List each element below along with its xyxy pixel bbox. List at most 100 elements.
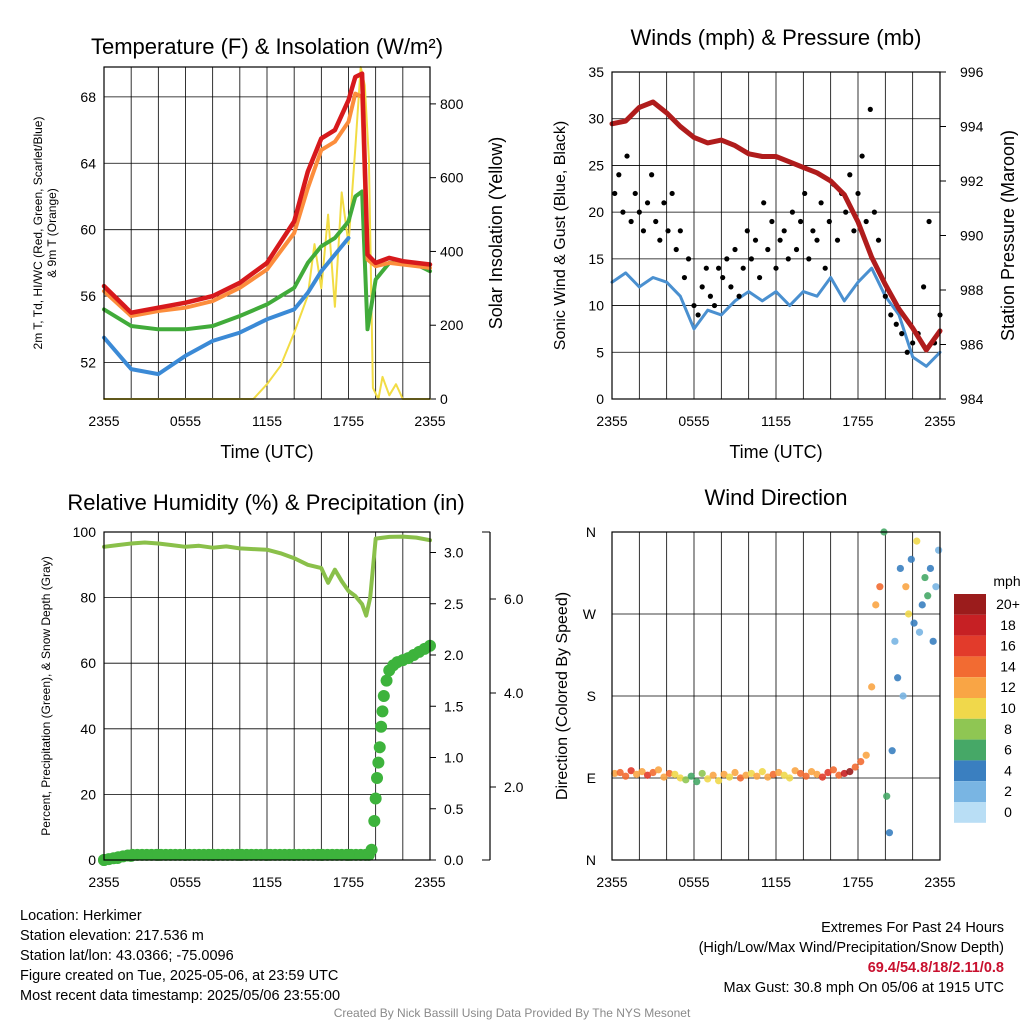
colorbar-label: 0 xyxy=(1004,804,1012,820)
direction-point xyxy=(638,768,646,776)
y2-axis-title: Solar Insolation (Yellow) xyxy=(486,137,506,329)
gust-point xyxy=(732,246,738,253)
gust-point xyxy=(777,237,783,243)
direction-point xyxy=(915,628,924,636)
gust-point xyxy=(926,218,932,225)
y-axis-title-text: Sonic Wind & Gust (Blue, Black) xyxy=(552,121,569,350)
series-line xyxy=(102,236,351,377)
x-tick-label: 2355 xyxy=(924,874,955,890)
y2-tick-label: 990 xyxy=(960,228,984,244)
direction-point xyxy=(888,747,896,755)
precip-point xyxy=(288,848,301,861)
y2-tick-label: 986 xyxy=(960,337,984,353)
x-tick-label: 0555 xyxy=(678,874,709,890)
direction-point xyxy=(885,829,894,837)
gust-point xyxy=(798,218,804,225)
y2-tick-label: 200 xyxy=(440,317,464,333)
direction-point xyxy=(720,770,728,778)
y-tick-label: 56 xyxy=(80,288,96,304)
colorbar-swatch xyxy=(954,677,986,698)
gust-point xyxy=(673,246,679,253)
y2-tick-label: 0.0 xyxy=(444,852,464,868)
colorbar-label: 10 xyxy=(1000,700,1016,716)
humidity-line xyxy=(102,534,432,618)
direction-point xyxy=(736,774,745,782)
gust-point xyxy=(802,190,808,197)
credit-text: Created By Nick Bassill Using Data Provi… xyxy=(333,1006,691,1020)
gust-point xyxy=(822,265,828,271)
gust-point xyxy=(695,312,701,318)
precip-point xyxy=(315,848,328,861)
direction-point xyxy=(797,769,805,778)
y-tick-label: S xyxy=(587,688,596,704)
direction-point xyxy=(764,773,772,781)
gust-point xyxy=(624,153,630,159)
gust-point xyxy=(785,256,791,262)
y-tick-label: N xyxy=(586,524,596,540)
extremes-values: 69.4/54.8/18/2.11/0.8 xyxy=(867,960,1004,976)
direction-point xyxy=(780,771,788,779)
chart-title: Wind Direction xyxy=(704,485,847,510)
gust-point xyxy=(826,218,832,225)
colorbar-label: 2 xyxy=(1004,783,1012,799)
gust-point xyxy=(699,284,705,290)
gust-point xyxy=(882,293,888,299)
x-axis-title: Time (UTC) xyxy=(729,442,822,462)
direction-point xyxy=(698,769,706,778)
x-tick-label: 1755 xyxy=(842,874,873,890)
gust-point xyxy=(665,228,671,234)
gust-point xyxy=(818,200,824,206)
y2-tick-label: 992 xyxy=(960,173,984,189)
gust-point xyxy=(669,190,675,197)
colorbar: mph 20+ 18 16 14 12 10 8 6 4 2 0 xyxy=(954,573,1021,823)
direction-point xyxy=(660,773,668,781)
gust-point xyxy=(910,340,916,346)
humidity-precip-panel: 0 20 40 60 80 100 0.0 0.5 1.0 1.5 2.0 2.5 3.0 2.0 4.0 6… xyxy=(39,490,524,890)
gust-point xyxy=(653,218,659,225)
y2-tick-label: 3.0 xyxy=(444,545,464,561)
x-tick-label: 2355 xyxy=(596,874,627,890)
y-tick-label: 52 xyxy=(80,354,96,370)
precip-point xyxy=(365,843,378,856)
plot-frame xyxy=(611,71,941,400)
gust-point xyxy=(616,172,622,178)
y2-axis-title-text: Station Pressure (Maroon) xyxy=(998,130,1018,341)
direction-point xyxy=(676,774,684,782)
y-axis-title-text: Percent, Precipitation (Green), & Snow D… xyxy=(39,556,53,835)
gust-point xyxy=(863,218,869,225)
gust-point xyxy=(806,256,812,262)
insolation-line xyxy=(103,66,431,400)
y-tick-label: E xyxy=(587,770,596,786)
direction-point xyxy=(769,770,777,778)
chart-title: Relative Humidity (%) & Precipitation (i… xyxy=(67,490,464,515)
direction-point xyxy=(687,772,695,780)
x-tick-label: 1155 xyxy=(761,413,791,429)
direction-point xyxy=(907,555,915,563)
colorbar-label: 20+ xyxy=(996,596,1020,612)
direction-point xyxy=(818,773,827,781)
gust-point xyxy=(711,302,718,309)
y2-tick-label: 2.0 xyxy=(444,647,464,663)
pressure-line xyxy=(609,99,943,353)
direction-point xyxy=(891,637,899,645)
direction-point xyxy=(813,770,821,778)
gust-point xyxy=(843,209,849,215)
precip-point xyxy=(368,815,381,828)
gust-point xyxy=(789,209,796,215)
gust-point xyxy=(632,190,638,197)
y2-tick-label: 988 xyxy=(960,282,984,298)
direction-point xyxy=(731,768,739,777)
x-tick-label: 2355 xyxy=(88,413,119,429)
direction-point xyxy=(611,769,619,778)
direction-point xyxy=(846,768,854,776)
precip-point xyxy=(375,720,388,733)
gust-point xyxy=(765,246,771,253)
colorbar-label: 16 xyxy=(1000,638,1016,654)
gust-point xyxy=(748,256,755,262)
y2-tick-label: 800 xyxy=(440,96,464,112)
direction-point xyxy=(929,637,937,645)
direction-point xyxy=(876,583,884,591)
direction-point xyxy=(851,763,859,771)
y3-tick-label: 4.0 xyxy=(504,685,524,701)
